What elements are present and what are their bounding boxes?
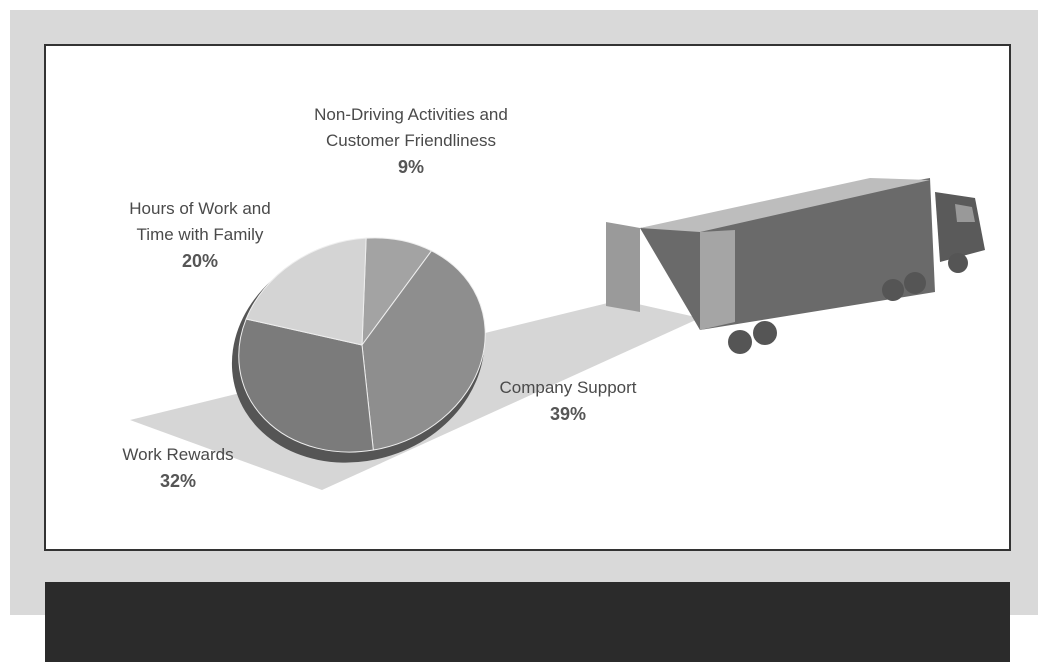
category-label: Non-Driving Activities and Customer Frie… [314, 105, 508, 150]
pie-slice [361, 250, 486, 451]
category-label: Company Support [499, 378, 637, 397]
pie [231, 237, 486, 463]
label-0: Non-Driving Activities and Customer Frie… [306, 102, 516, 180]
pie-slice [238, 318, 374, 453]
value-label: 32% [159, 471, 197, 491]
value-label: 39% [549, 404, 587, 424]
footer-bar [45, 582, 1010, 662]
label-3: Hours of Work and Time with Family 20% [110, 196, 290, 274]
label-2: Work Rewards 32% [98, 442, 258, 494]
value-label: 9% [397, 157, 424, 177]
value-label: 20% [181, 251, 219, 271]
pie-slice [245, 237, 367, 346]
category-label: Hours of Work and Time with Family [129, 199, 271, 244]
label-1: Company Support 39% [473, 375, 663, 427]
category-label: Work Rewards [122, 445, 234, 464]
truck [606, 178, 985, 354]
